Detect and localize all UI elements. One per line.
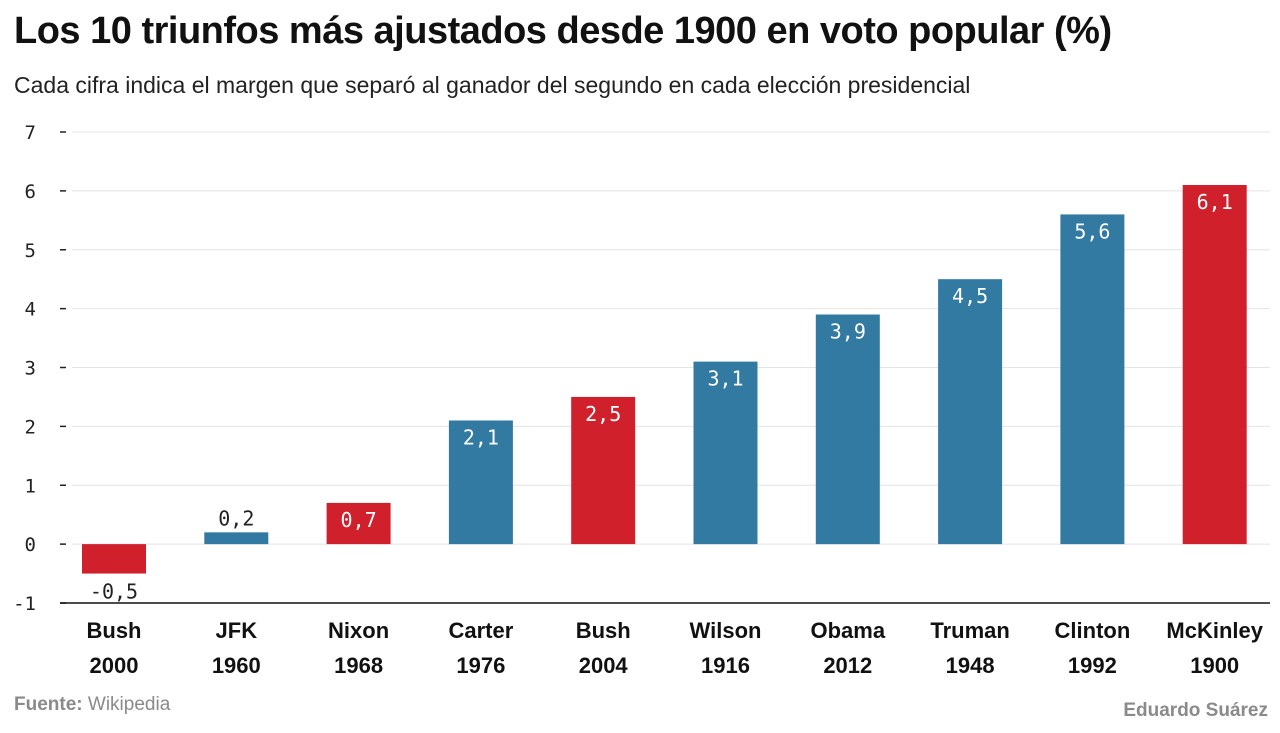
- x-tick-label-name: Truman: [930, 618, 1009, 643]
- chart-title: Los 10 triunfos más ajustados desde 1900…: [14, 10, 1112, 52]
- x-tick-label-name: Carter: [448, 618, 513, 643]
- value-label: 5,6: [1074, 219, 1110, 243]
- y-tick-label: 6: [25, 181, 36, 203]
- x-tick-label-name: Bush: [87, 618, 142, 643]
- y-tick-label: 3: [25, 358, 36, 380]
- y-tick-label: 5: [25, 240, 36, 262]
- x-tick-label-name: JFK: [216, 618, 258, 643]
- bar: [1182, 184, 1247, 545]
- x-tick-label-year: 1900: [1190, 653, 1239, 678]
- bar: [693, 361, 758, 545]
- bar: [815, 314, 880, 545]
- x-tick-label-year: 1948: [946, 653, 995, 678]
- y-tick-label: 0: [25, 534, 36, 556]
- x-tick-label-year: 1916: [701, 653, 750, 678]
- bar: [82, 544, 146, 574]
- value-label: 4,5: [952, 284, 988, 308]
- author-credit: Eduardo Suárez: [1123, 700, 1268, 721]
- x-tick-label-year: 1960: [212, 653, 261, 678]
- bar: [204, 532, 269, 545]
- value-label: 3,9: [830, 320, 866, 344]
- y-tick-label: 7: [25, 122, 36, 144]
- value-label: 2,5: [585, 402, 621, 426]
- bar: [1060, 214, 1125, 545]
- x-tick-label-name: McKinley: [1166, 618, 1263, 643]
- x-tick-label-year: 2000: [90, 653, 139, 678]
- x-tick-label-name: Wilson: [690, 618, 762, 643]
- y-tick-label: -1: [13, 593, 36, 615]
- y-tick-label: 2: [25, 416, 36, 438]
- y-tick-label: 1: [25, 475, 36, 497]
- x-tick-label-year: 1976: [456, 653, 505, 678]
- y-axis: -1 0 1 2 3 4 5 6 7: [13, 122, 66, 615]
- x-axis-labels: Bush 2000 JFK 1960 Nixon 1968 Carter 1976 Bush 20…: [87, 618, 1264, 678]
- y-tick-label: 4: [25, 299, 36, 321]
- value-label: 0,7: [341, 508, 377, 532]
- bar: [448, 420, 513, 545]
- source-note: Fuente: Wikipedia: [14, 694, 170, 716]
- bar: [938, 279, 1003, 545]
- value-label: 3,1: [707, 367, 743, 391]
- x-tick-label-year: 1968: [334, 653, 383, 678]
- source-value: Wikipedia: [87, 694, 171, 715]
- bar: [571, 396, 636, 545]
- x-tick-label-name: Nixon: [328, 618, 389, 643]
- bars: [82, 184, 1247, 574]
- bar: [326, 502, 391, 545]
- x-tick-label-year: 2012: [823, 653, 872, 678]
- x-tick-label-name: Bush: [576, 618, 631, 643]
- x-tick-label-name: Obama: [811, 618, 886, 643]
- chart-subtitle: Cada cifra indica el margen que separó a…: [14, 72, 971, 98]
- x-tick-label-year: 2004: [579, 653, 629, 678]
- value-label: -0,5: [90, 580, 138, 604]
- value-label: 0,2: [218, 506, 254, 530]
- value-labels: -0,5 0,2 0,7 2,1 2,5 3,1 3,9 4,5 5,6 6,1: [90, 190, 1233, 604]
- x-tick-label-year: 1992: [1068, 653, 1117, 678]
- value-label: 2,1: [463, 425, 499, 449]
- x-tick-label-name: Clinton: [1055, 618, 1131, 643]
- value-label: 6,1: [1197, 190, 1233, 214]
- source-label: Fuente:: [14, 694, 83, 715]
